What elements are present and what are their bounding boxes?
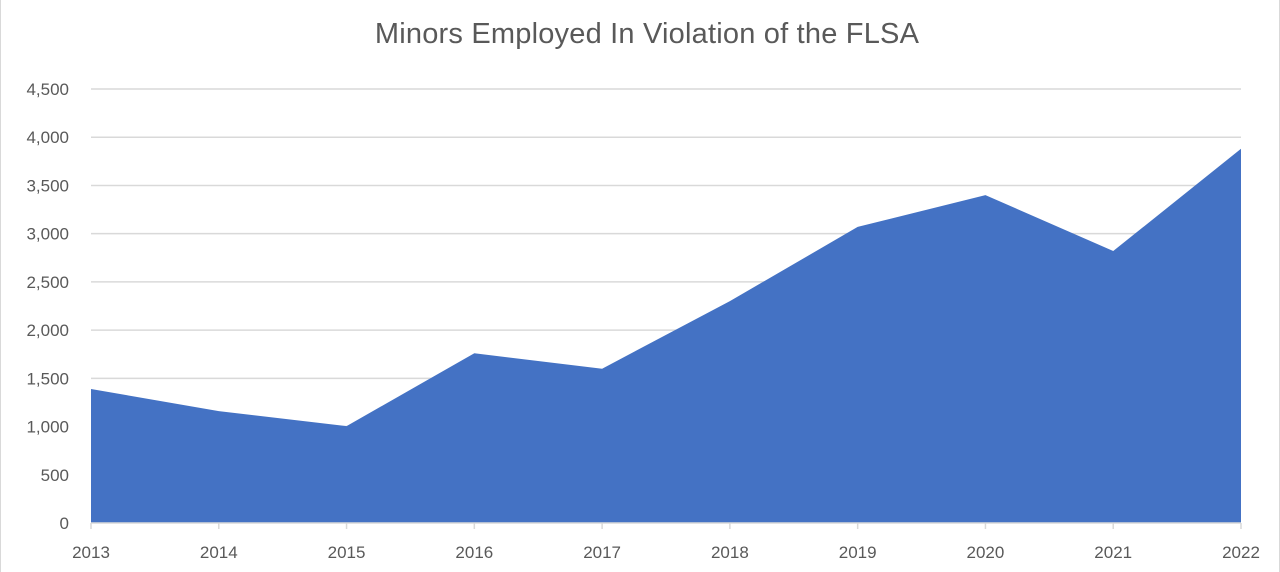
y-tick-label: 1,000 (26, 418, 69, 437)
area-series (91, 148, 1241, 523)
x-tick-label: 2017 (583, 543, 621, 562)
x-tick-label: 2014 (200, 543, 238, 562)
y-tick-label: 3,000 (26, 225, 69, 244)
x-tick-label: 2020 (967, 543, 1005, 562)
x-tick-label: 2022 (1222, 543, 1260, 562)
x-tick-label: 2013 (72, 543, 110, 562)
chart-title: Minors Employed In Violation of the FLSA (374, 18, 920, 50)
y-tick-label: 0 (60, 514, 69, 533)
y-tick-label: 3,500 (26, 176, 69, 195)
x-tick-label: 2015 (328, 543, 366, 562)
y-tick-label: 2,000 (26, 321, 69, 340)
y-tick-label: 4,000 (26, 128, 69, 147)
axes: 0 500 1,000 1,500 2,000 2,500 3,000 3,500 4,000 4… (26, 80, 1259, 562)
y-tick-label: 2,500 (26, 273, 69, 292)
y-tick-label: 500 (41, 466, 69, 485)
x-tick-label: 2019 (839, 543, 877, 562)
x-tick-label: 2018 (711, 543, 749, 562)
x-tick-label: 2016 (455, 543, 493, 562)
x-tick-label: 2021 (1094, 543, 1132, 562)
y-tick-label: 4,500 (26, 80, 69, 99)
y-tick-label: 1,500 (26, 369, 69, 388)
area-fill (91, 148, 1241, 523)
